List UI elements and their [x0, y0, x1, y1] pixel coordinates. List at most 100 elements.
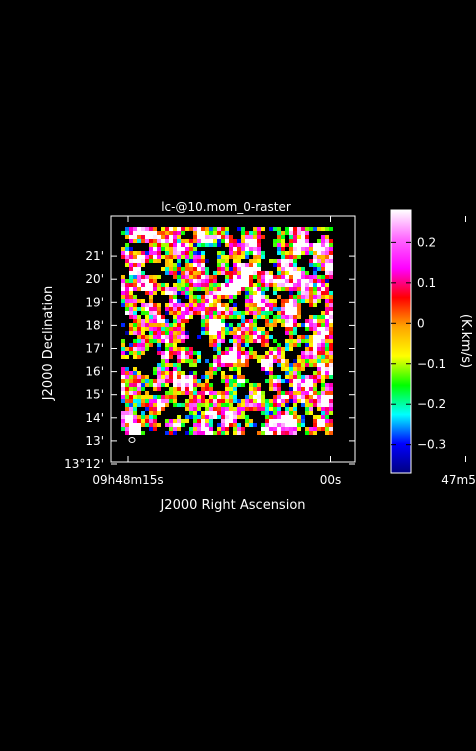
raster-pixel — [125, 259, 129, 263]
raster-pixel — [165, 419, 169, 423]
raster-pixel — [245, 299, 249, 303]
raster-pixel — [297, 323, 301, 327]
raster-pixel — [149, 251, 153, 255]
raster-pixel — [297, 239, 301, 243]
raster-pixel — [305, 391, 309, 395]
raster-pixel — [221, 311, 225, 315]
raster-pixel — [173, 423, 177, 427]
raster-pixel — [181, 227, 185, 231]
raster-pixel — [145, 303, 149, 307]
raster-pixel — [293, 231, 297, 235]
raster-pixel — [213, 403, 217, 407]
raster-pixel — [165, 391, 169, 395]
raster-pixel — [209, 371, 213, 375]
raster-pixel — [237, 339, 241, 343]
raster-pixel — [285, 303, 289, 307]
raster-pixel — [309, 287, 313, 291]
raster-pixel — [153, 287, 157, 291]
raster-pixel — [149, 331, 153, 335]
raster-pixel — [173, 255, 177, 259]
raster-pixel — [141, 323, 145, 327]
raster-pixel — [157, 343, 161, 347]
raster-pixel — [157, 387, 161, 391]
raster-pixel — [157, 251, 161, 255]
raster-pixel — [297, 339, 301, 343]
raster-pixel — [141, 275, 145, 279]
raster-pixel — [261, 307, 265, 311]
raster-pixel — [181, 339, 185, 343]
raster-pixel — [289, 279, 293, 283]
raster-pixel — [257, 239, 261, 243]
raster-pixel — [321, 347, 325, 351]
raster-pixel — [245, 419, 249, 423]
raster-pixel — [193, 251, 197, 255]
raster-pixel — [273, 307, 277, 311]
raster-pixel — [221, 375, 225, 379]
raster-pixel — [289, 375, 293, 379]
raster-pixel — [217, 307, 221, 311]
raster-pixel — [161, 231, 165, 235]
raster-pixel — [301, 391, 305, 395]
raster-pixel — [165, 399, 169, 403]
raster-pixel — [249, 283, 253, 287]
raster-pixel — [245, 283, 249, 287]
raster-pixel — [157, 351, 161, 355]
raster-pixel — [237, 335, 241, 339]
raster-pixel — [305, 431, 309, 435]
raster-pixel — [133, 415, 137, 419]
raster-pixel — [245, 339, 249, 343]
raster-pixel — [237, 227, 241, 231]
raster-pixel — [269, 283, 273, 287]
raster-pixel — [189, 239, 193, 243]
raster-pixel — [201, 327, 205, 331]
raster-pixel — [217, 403, 221, 407]
raster-pixel — [181, 231, 185, 235]
raster-pixel — [193, 235, 197, 239]
raster-pixel — [149, 383, 153, 387]
raster-pixel — [237, 279, 241, 283]
raster-pixel — [157, 255, 161, 259]
raster-pixel — [237, 363, 241, 367]
raster-pixel — [277, 283, 281, 287]
raster-pixel — [285, 323, 289, 327]
raster-pixel — [273, 359, 277, 363]
raster-pixel — [233, 427, 237, 431]
raster-pixel — [301, 339, 305, 343]
raster-pixel — [253, 327, 257, 331]
raster-pixel — [325, 351, 329, 355]
raster-pixel — [229, 267, 233, 271]
raster-pixel — [173, 331, 177, 335]
raster-pixel — [317, 323, 321, 327]
raster-pixel — [173, 231, 177, 235]
raster-pixel — [225, 307, 229, 311]
y-tick-label: 19' — [85, 295, 104, 309]
raster-pixel — [185, 307, 189, 311]
raster-pixel — [285, 315, 289, 319]
raster-pixel — [197, 283, 201, 287]
raster-pixel — [225, 271, 229, 275]
raster-pixel — [133, 347, 137, 351]
raster-pixel — [149, 403, 153, 407]
raster-pixel — [261, 343, 265, 347]
raster-pixel — [305, 287, 309, 291]
raster-pixel — [249, 355, 253, 359]
raster-pixel — [141, 339, 145, 343]
raster-pixel — [309, 379, 313, 383]
raster-pixel — [165, 375, 169, 379]
raster-pixel — [265, 423, 269, 427]
raster-pixel — [165, 227, 169, 231]
raster-pixel — [149, 315, 153, 319]
raster-pixel — [229, 311, 233, 315]
raster-pixel — [233, 243, 237, 247]
raster-pixel — [129, 415, 133, 419]
raster-pixel — [261, 299, 265, 303]
raster-pixel — [165, 339, 169, 343]
raster-pixel — [185, 291, 189, 295]
raster-pixel — [149, 311, 153, 315]
raster-pixel — [261, 327, 265, 331]
raster-pixel — [329, 367, 333, 371]
raster-pixel — [145, 395, 149, 399]
raster-pixel — [241, 415, 245, 419]
raster-pixel — [265, 287, 269, 291]
raster-pixel — [165, 303, 169, 307]
